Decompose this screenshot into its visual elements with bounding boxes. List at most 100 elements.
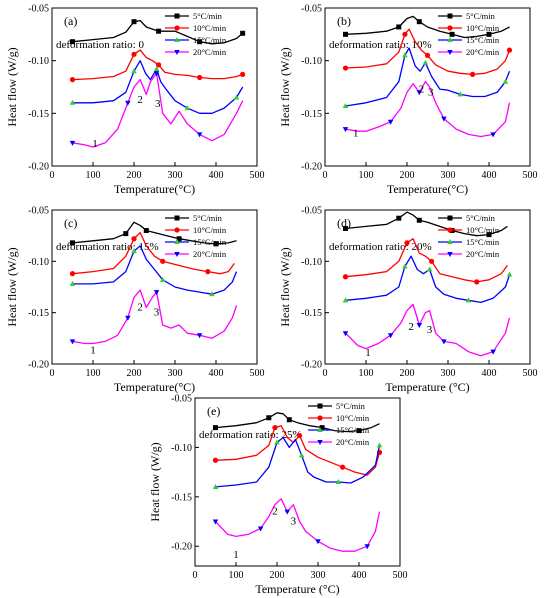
data-point xyxy=(404,240,410,246)
data-point xyxy=(69,280,76,286)
data-point xyxy=(342,65,349,71)
data-point xyxy=(416,322,423,328)
data-point xyxy=(266,415,272,421)
legend-marker xyxy=(317,403,323,409)
y-tick-label: -0.10 xyxy=(171,443,192,454)
data-point xyxy=(125,315,131,321)
data-point xyxy=(176,236,182,242)
series-line-1 xyxy=(215,412,380,433)
data-point xyxy=(416,19,422,25)
data-point xyxy=(156,62,162,68)
deformation-ratio-label: deformation ratio: 10% xyxy=(329,39,432,51)
legend-marker xyxy=(174,13,180,19)
data-point xyxy=(240,30,246,36)
y-tick-label: -0.05 xyxy=(28,4,49,15)
data-point xyxy=(298,452,305,458)
peak-label: 1 xyxy=(365,347,371,359)
legend-entry: 15°C/min xyxy=(466,237,500,247)
data-point xyxy=(240,71,246,77)
data-point xyxy=(70,39,75,45)
peak-label: 3 xyxy=(155,98,161,110)
data-point xyxy=(416,217,422,223)
data-point xyxy=(212,457,219,463)
y-tick-label: -0.15 xyxy=(28,109,49,120)
legend-entry: 5°C/min xyxy=(193,213,223,223)
peak-label: 2 xyxy=(408,321,414,333)
x-tick-label: 200 xyxy=(400,170,415,181)
series-line-3 xyxy=(72,60,244,114)
data-point xyxy=(131,51,137,57)
panel-label: (b) xyxy=(337,14,351,28)
data-point xyxy=(131,19,137,25)
data-point xyxy=(506,47,513,53)
x-tick-label: 300 xyxy=(441,368,456,379)
legend-entry: 15°C/min xyxy=(336,425,370,435)
x-tick-label: 200 xyxy=(270,570,285,581)
peak-label: 1 xyxy=(90,345,96,357)
data-point xyxy=(441,339,447,345)
peak-label: 3 xyxy=(291,515,297,527)
legend-marker xyxy=(174,227,180,233)
y-tick-label: -0.20 xyxy=(301,360,322,371)
x-tick-label: 0 xyxy=(193,570,198,581)
legend-entry: 15°C/min xyxy=(193,35,227,45)
data-point xyxy=(429,258,435,264)
data-point xyxy=(197,39,203,45)
x-tick-label: 400 xyxy=(352,570,367,581)
legend-entry: 20°C/min xyxy=(193,47,227,57)
peak-label: 2 xyxy=(137,94,143,106)
y-axis-label: Heat flow (W/g) xyxy=(278,247,292,326)
data-point xyxy=(343,31,348,37)
series-line-4 xyxy=(345,303,511,357)
legend-entry: 20°C/min xyxy=(336,437,370,447)
x-tick-label: 500 xyxy=(523,170,538,181)
legend-entry: 10°C/min xyxy=(193,23,227,33)
data-point xyxy=(342,297,349,303)
legend-marker xyxy=(447,252,453,257)
series-line-2 xyxy=(345,238,508,283)
legend-marker xyxy=(174,252,180,257)
data-point xyxy=(197,74,203,81)
deformation-ratio-label: deformation ratio: 0 xyxy=(56,39,144,51)
peak-label: 3 xyxy=(427,324,433,336)
series-line-3 xyxy=(345,255,511,304)
data-point xyxy=(402,52,408,58)
data-point xyxy=(342,127,349,133)
data-point xyxy=(470,71,476,77)
data-point xyxy=(143,228,149,234)
data-point xyxy=(213,425,218,431)
y-tick-label: -0.05 xyxy=(28,206,49,217)
x-tick-label: 100 xyxy=(86,170,101,181)
series-line-3 xyxy=(345,47,511,107)
x-axis-label: Temperature (°C) xyxy=(255,582,339,596)
x-axis-label: Temperature(°C) xyxy=(114,380,195,394)
y-tick-label: -0.10 xyxy=(28,257,49,268)
x-tick-label: 0 xyxy=(323,170,328,181)
legend-marker xyxy=(174,215,180,221)
chart-panel-e: 0 100 200 300 400 500 -0.20 -0.15 -0.10 -0.05 Temp… xyxy=(148,394,408,597)
legend-marker xyxy=(447,25,453,31)
series-line-3 xyxy=(72,245,238,295)
y-tick-label: -0.20 xyxy=(171,542,192,553)
data-point xyxy=(156,28,162,34)
data-point xyxy=(209,291,215,297)
data-point xyxy=(69,140,76,146)
peak-label: 1 xyxy=(353,128,359,140)
x-tick-label: 100 xyxy=(229,570,244,581)
data-point xyxy=(125,100,131,106)
legend-marker xyxy=(174,239,180,244)
data-point xyxy=(422,59,429,65)
x-axis-label: Temperature(°C) xyxy=(114,182,195,196)
legend-marker xyxy=(447,50,453,55)
data-point xyxy=(342,102,349,108)
x-tick-label: 0 xyxy=(50,170,55,181)
x-tick-label: 300 xyxy=(168,368,183,379)
data-point xyxy=(387,119,394,125)
peak-label: 2 xyxy=(419,83,425,95)
x-tick-label: 500 xyxy=(523,368,538,379)
legend-entry: 20°C/min xyxy=(193,249,227,259)
deformation-ratio-label: deformation ratio: 25% xyxy=(199,429,302,441)
data-point xyxy=(284,509,290,515)
data-point xyxy=(402,263,408,269)
data-point xyxy=(69,99,76,105)
